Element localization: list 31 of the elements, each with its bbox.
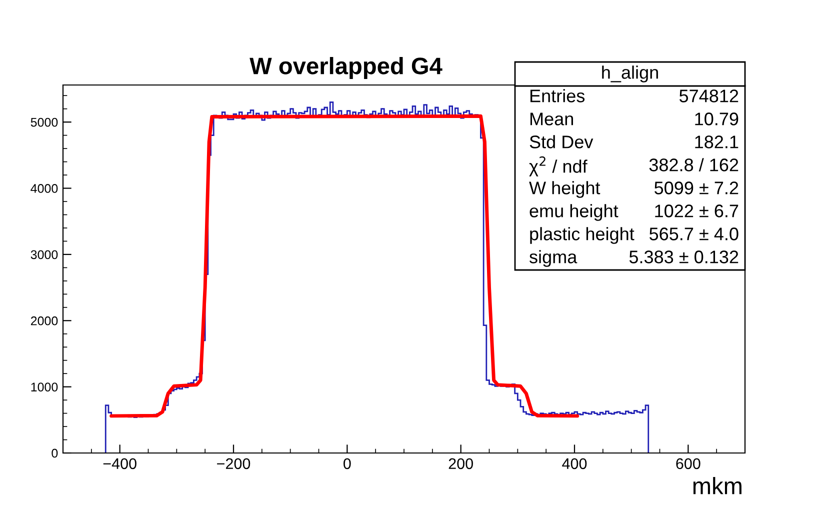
- annotation: χ$^{2}$ / ndf: [529, 156, 588, 176]
- annotation: W height: [529, 181, 600, 198]
- annotation: 10.79: [695, 112, 738, 126]
- text: h_align: [602, 66, 658, 82]
- x-tick-label: −200: [217, 458, 250, 470]
- x-tick-label: 0: [344, 458, 351, 470]
- x-axis-title: mkm: [693, 476, 742, 494]
- annotation: Mean: [530, 112, 573, 126]
- annotation: 182.1: [695, 136, 738, 148]
- annotation: 382.8 / 162: [649, 158, 738, 172]
- annotation: 5099 ± 7.2: [654, 182, 738, 194]
- annotation: Std Dev: [530, 135, 594, 148]
- x-tick-label: 600: [676, 458, 700, 470]
- y-tick-label: 0: [52, 448, 58, 458]
- chart-title: W overlapped G4: [250, 56, 442, 80]
- annotation: sigma: [530, 250, 578, 267]
- y-tick-label: 2000: [30, 316, 58, 326]
- annotation: emu height: [530, 204, 618, 221]
- annotation: 574812: [679, 90, 738, 102]
- annotation: Entries: [530, 89, 585, 102]
- x-tick-label: 400: [562, 458, 587, 470]
- x-tick-label: −400: [103, 458, 136, 470]
- annotation: 5.383 ± 0.132: [629, 250, 738, 264]
- x-tick-label: 200: [448, 458, 473, 470]
- annotation: plastic height: [530, 227, 634, 244]
- y-tick-label: 3000: [30, 250, 58, 260]
- annotation: 1022 ± 6.7: [655, 204, 738, 218]
- y-tick-label: 4000: [30, 184, 58, 193]
- y-tick-label: 5000: [30, 118, 58, 127]
- y-tick-label: 1000: [31, 382, 58, 392]
- annotation: 565.7 ± 4.0: [650, 228, 738, 240]
